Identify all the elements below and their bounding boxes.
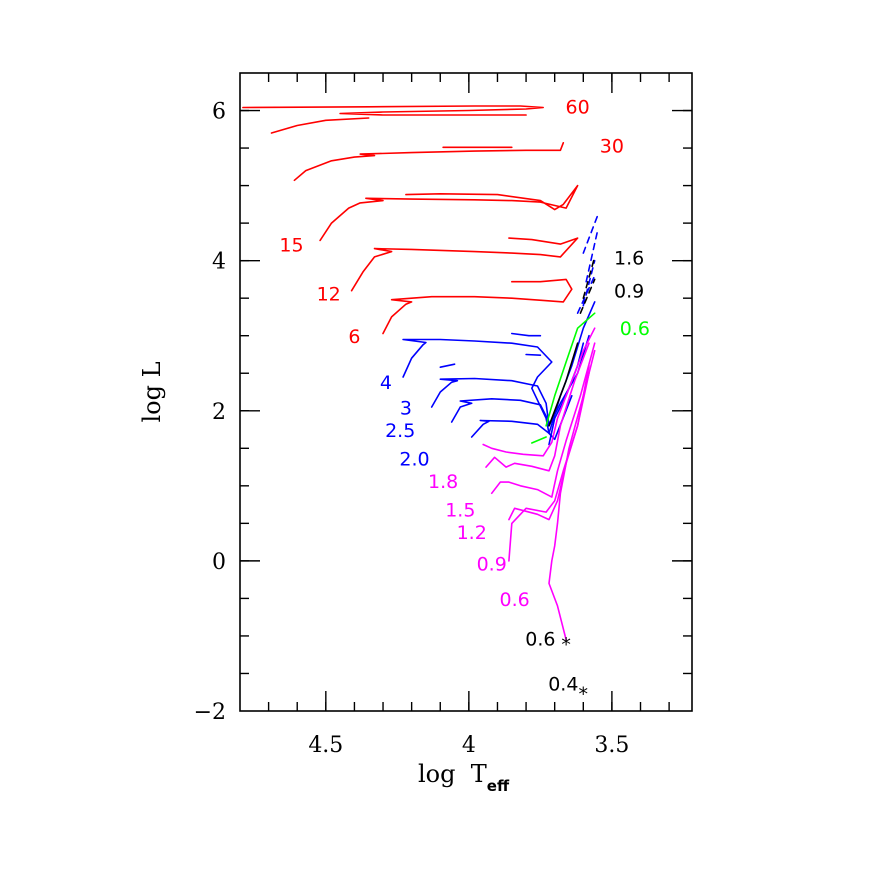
mass-label-14: 1.6 <box>614 247 644 269</box>
track-red-4 <box>319 184 579 242</box>
x-axis-title-sub: eff <box>487 777 510 795</box>
track-red-2 <box>293 142 565 182</box>
plot-frame <box>239 72 693 712</box>
mass-label-18: 0.4 <box>548 674 578 696</box>
track-blue-13 <box>470 395 573 441</box>
y-axis-title: log L <box>138 361 166 422</box>
track-blue-10 <box>430 334 590 427</box>
mass-label-3: 12 <box>317 283 341 305</box>
mass-label-9: 1.8 <box>428 471 458 493</box>
ticks-layer: 4.5 4 3.5 6 4 2 0 −2 <box>194 73 692 758</box>
star-marker-0: * <box>561 634 571 656</box>
y-tick-label: 6 <box>212 100 226 125</box>
mass-label-15: 0.9 <box>614 280 644 302</box>
track-black-19 <box>582 256 596 299</box>
x-tick-label: 4 <box>462 733 476 758</box>
y-tick-label: −2 <box>194 700 226 725</box>
track-magenta-28 <box>508 372 590 562</box>
x-axis-title: log Teff <box>418 760 510 795</box>
mass-label-8: 2.0 <box>399 449 429 471</box>
track-blue-17 <box>582 259 596 307</box>
mass-label-12: 0.9 <box>477 554 507 576</box>
mass-label-10: 1.5 <box>445 500 475 522</box>
y-tick-label: 4 <box>212 250 226 275</box>
track-black-21 <box>548 342 579 427</box>
track-blue-8 <box>511 332 542 337</box>
mass-label-17: 0.6 <box>525 629 555 651</box>
track-blue-12 <box>450 398 550 423</box>
mass-label-1: 30 <box>600 136 624 158</box>
star-marker-1: * <box>579 684 589 706</box>
track-blue-16 <box>585 229 599 283</box>
tracks-layer <box>242 105 599 641</box>
mass-label-2: 15 <box>279 235 303 257</box>
mass-label-11: 1.2 <box>457 522 487 544</box>
track-blue-15 <box>582 214 599 254</box>
track-magenta-25 <box>485 342 590 472</box>
mass-label-4: 6 <box>348 326 360 348</box>
track-blue-9 <box>525 353 542 356</box>
y-tick-label: 0 <box>212 550 226 575</box>
track-blue-18 <box>576 274 596 314</box>
track-red-0 <box>242 105 544 116</box>
x-tick-label: 3.5 <box>594 733 629 758</box>
track-magenta-29 <box>548 349 596 641</box>
track-magenta-26 <box>490 342 596 498</box>
track-magenta-24 <box>482 327 596 457</box>
track-red-6 <box>382 278 573 335</box>
mass-label-6: 3 <box>400 398 412 420</box>
mass-label-5: 4 <box>380 372 392 394</box>
track-red-5 <box>350 237 579 292</box>
y-tick-label: 2 <box>212 400 226 425</box>
track-green-22 <box>545 312 596 427</box>
track-red-1 <box>270 117 370 134</box>
x-tick-label: 4.5 <box>308 733 343 758</box>
track-black-20 <box>579 278 596 314</box>
track-blue-11 <box>439 363 456 368</box>
mass-label-16: 0.6 <box>620 318 650 340</box>
mass-label-13: 0.6 <box>499 589 529 611</box>
x-axis-title-main: log T <box>418 760 487 788</box>
mass-label-0: 60 <box>566 97 590 119</box>
mass-labels-layer: 60 30 15 12 6 432.5 2.01.8 1.51.2 0.9 0.6 1.6 0.9 0.… <box>279 97 650 706</box>
track-blue-7 <box>402 301 596 435</box>
track-green-23 <box>531 436 547 444</box>
mass-label-7: 2.5 <box>385 420 415 442</box>
